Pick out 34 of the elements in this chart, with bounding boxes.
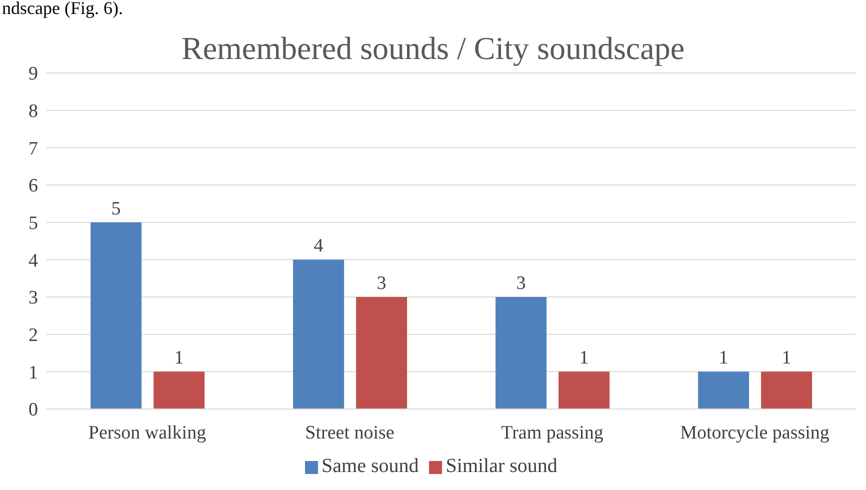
- legend-label: Similar sound: [446, 455, 558, 477]
- data-label: 5: [111, 198, 121, 220]
- x-tick-label: Motorcycle passing: [680, 422, 830, 444]
- chart-title: Remembered sounds / City soundscape: [181, 30, 685, 66]
- bar: [558, 372, 610, 409]
- bar: [496, 297, 547, 409]
- data-label: 1: [782, 348, 792, 369]
- x-tick-label: Tram passing: [501, 422, 604, 444]
- y-tick-label: 9: [28, 64, 38, 85]
- legend-label: Same sound: [322, 455, 419, 477]
- y-tick-label: 4: [28, 250, 38, 272]
- y-tick-label: 6: [28, 176, 38, 197]
- y-tick-label: 5: [28, 213, 38, 234]
- y-tick-label: 7: [28, 138, 38, 160]
- y-tick-label: 3: [28, 288, 38, 309]
- data-label: 1: [174, 348, 184, 369]
- text: ndscape (Fig. 6).: [2, 0, 123, 19]
- data-label: 3: [516, 273, 526, 294]
- data-label: 4: [314, 236, 324, 257]
- y-tick-label: 1: [28, 362, 38, 384]
- data-label: 3: [376, 273, 386, 294]
- bar: [356, 297, 408, 409]
- bar: [698, 372, 750, 409]
- data-label: 1: [718, 348, 728, 369]
- x-tick-label: Street noise: [305, 422, 394, 444]
- bar: [293, 260, 344, 409]
- y-tick-label: 0: [28, 400, 38, 421]
- bar: [90, 222, 142, 409]
- bar: [761, 372, 812, 409]
- x-tick-label: Person walking: [88, 422, 207, 444]
- y-tick-label: 8: [28, 101, 38, 122]
- y-tick-label: 2: [28, 325, 38, 346]
- bar: [154, 372, 205, 409]
- data-label: 1: [579, 348, 589, 369]
